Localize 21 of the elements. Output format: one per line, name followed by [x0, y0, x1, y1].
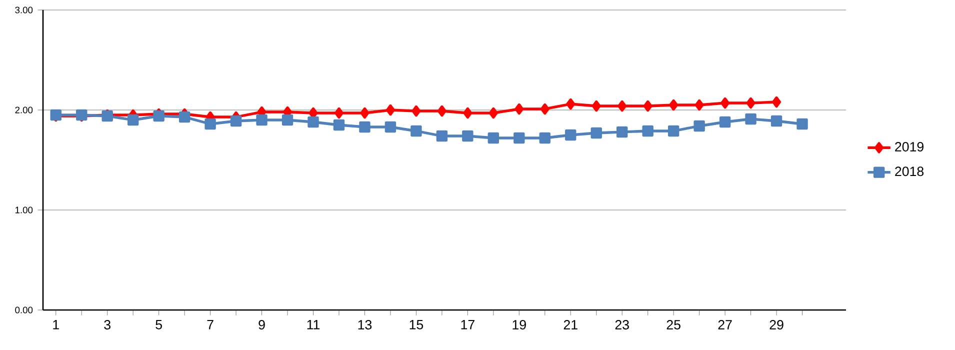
legend-label: 2018 — [895, 166, 924, 176]
x-tick-label: 17 — [461, 320, 474, 330]
x-tick-label: 11 — [307, 320, 320, 330]
x-tick-label: 7 — [207, 320, 214, 330]
x-tick-label: 25 — [666, 320, 680, 330]
x-tick-label: 23 — [615, 320, 629, 330]
y-tick-label: 1.00 — [16, 206, 33, 214]
x-tick-label: 21 — [564, 320, 578, 330]
y-tick-label: 3.00 — [15, 6, 33, 14]
y-tick-label: 2.00 — [15, 106, 33, 114]
x-tick-label: 27 — [718, 320, 732, 330]
x-tick-label: 3 — [104, 320, 110, 330]
x-tick-label: 9 — [258, 320, 265, 330]
x-tick-label: 13 — [358, 320, 372, 330]
x-tick-label: 15 — [410, 320, 424, 330]
x-tick-label: 5 — [156, 320, 162, 330]
y-tick-label: 0.00 — [15, 306, 33, 314]
x-tick-label: 1 — [53, 320, 59, 330]
x-tick-label: 19 — [512, 320, 526, 330]
x-tick-label: 29 — [770, 320, 784, 330]
legend-label: 2019 — [895, 142, 924, 152]
